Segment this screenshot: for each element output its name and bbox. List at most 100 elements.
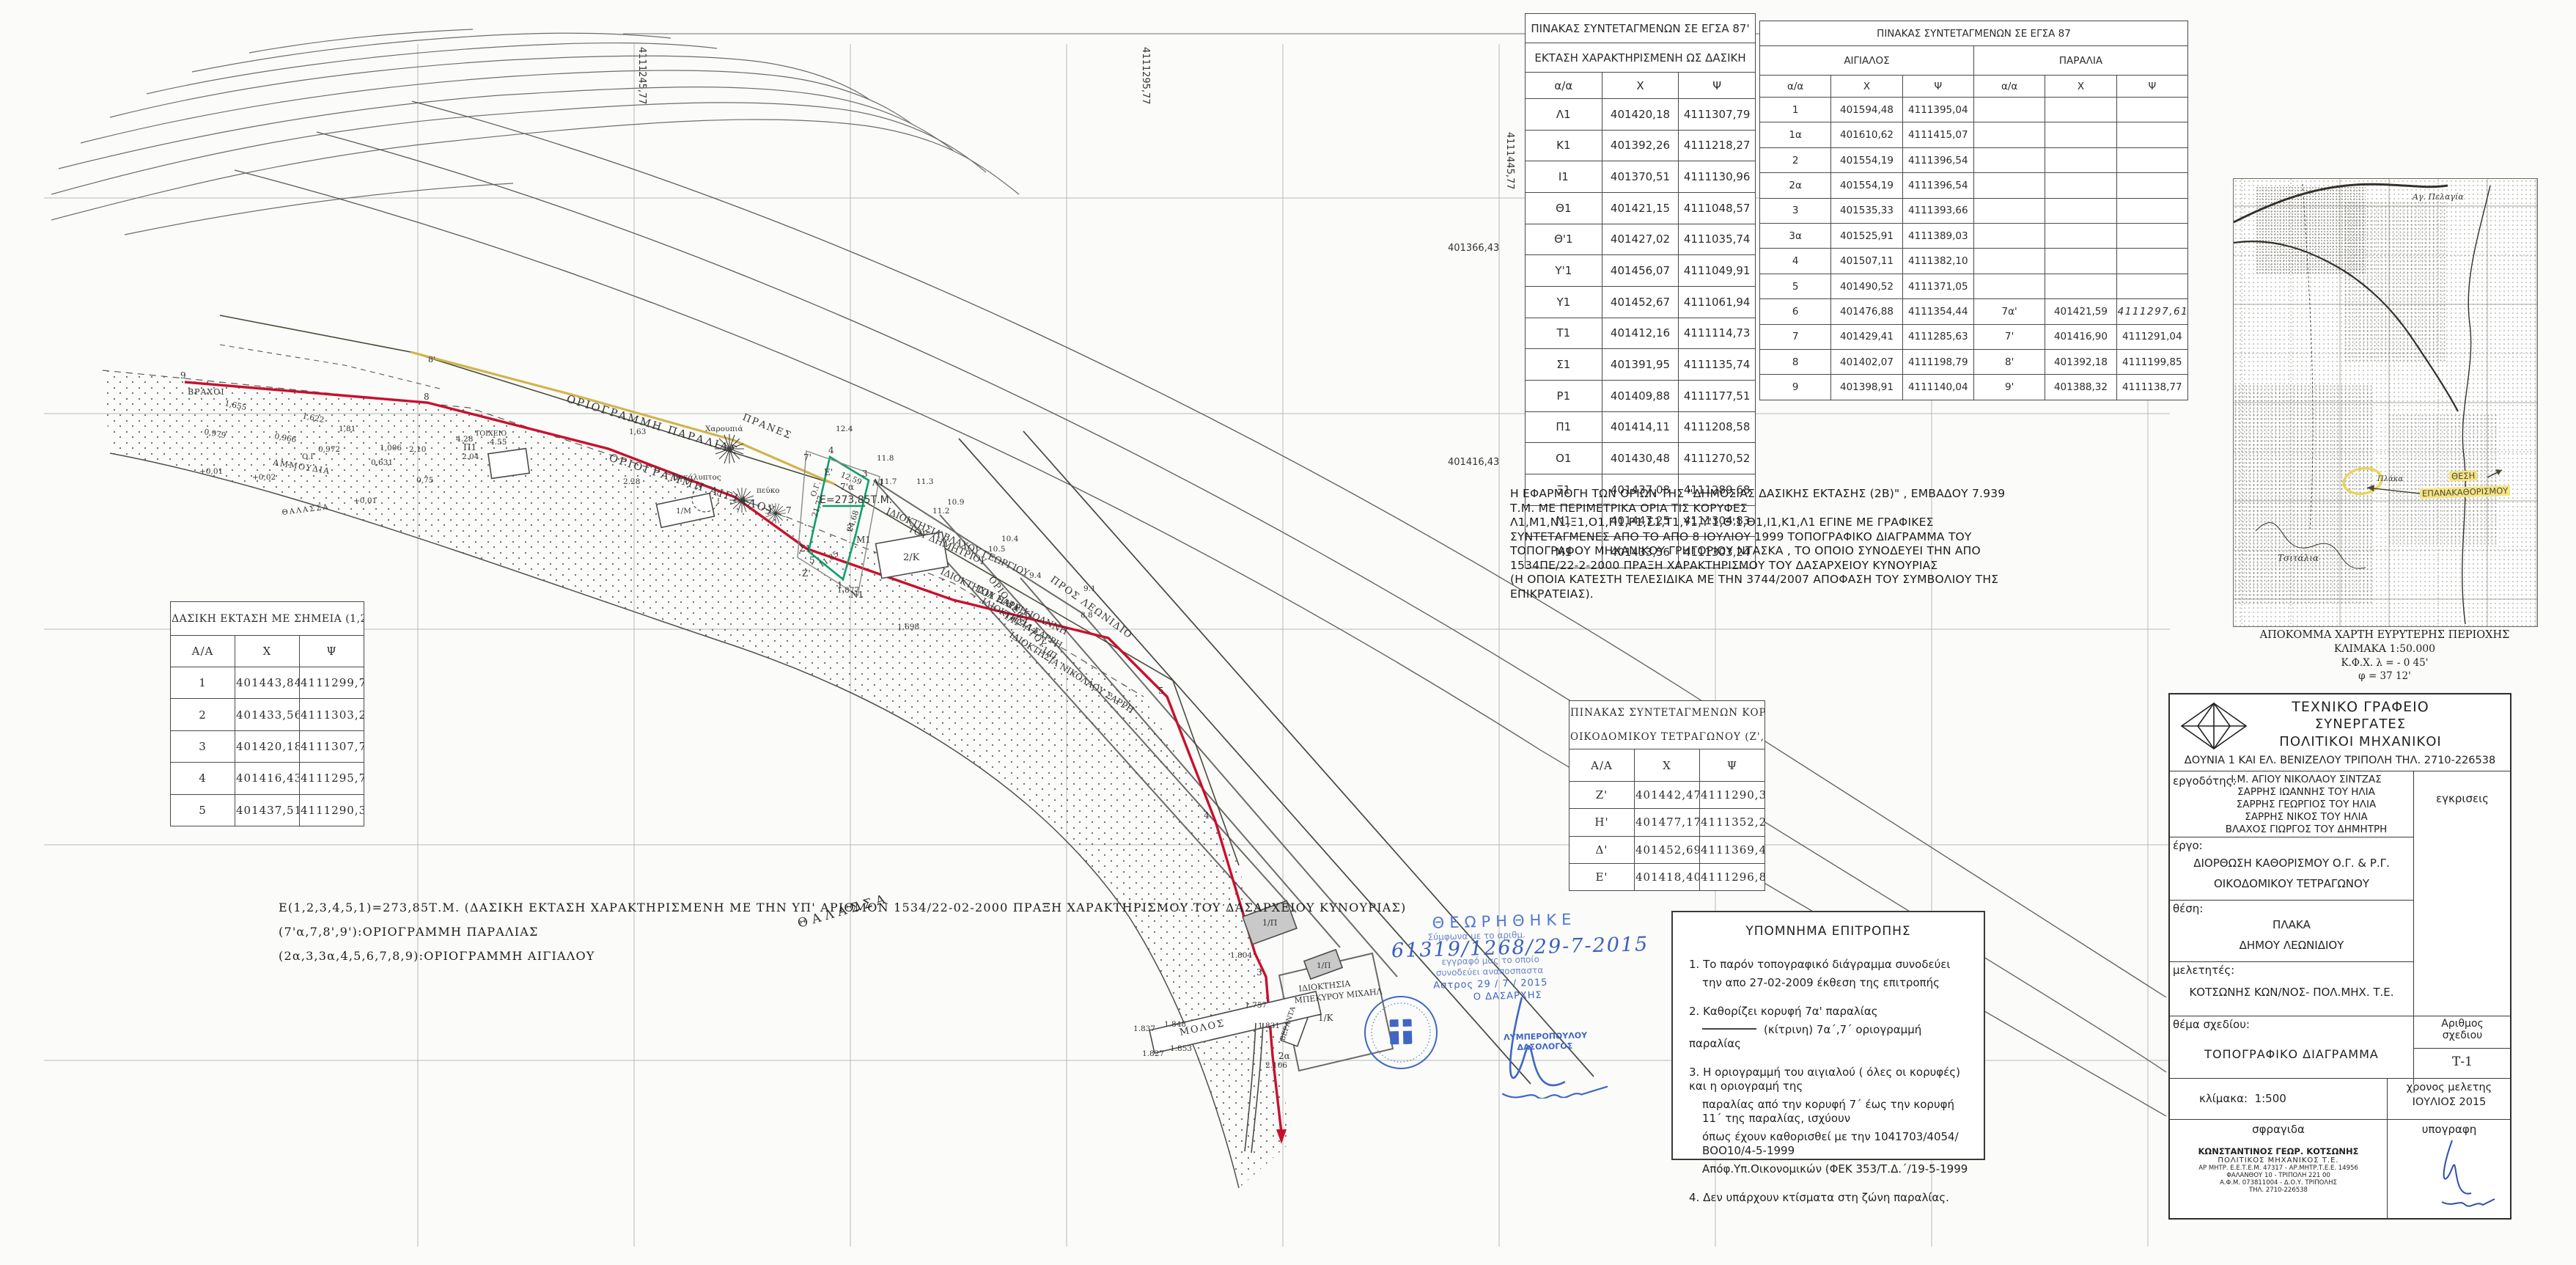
cell: 401452,69 — [1634, 835, 1700, 864]
cell: 4111049,91 — [1678, 254, 1756, 287]
wall-label: ΤΟΙΧΕΙΟ — [475, 430, 507, 438]
spot-163: 1,63 — [629, 428, 646, 436]
legend-aigialos-line: (2α,3,3α,4,5,6,7,8,9):ΟΡΙΟΓΡΑΜΜΗ ΑΙΓΙΑΛΟ… — [279, 949, 595, 963]
cell: 401610,62 — [1830, 122, 1903, 148]
aigialos-red-line — [184, 381, 1283, 1134]
cell: 401430,48 — [1601, 442, 1679, 474]
vertex-green-4: 4 — [828, 445, 834, 455]
location-line2: ΔΗΜΟΥ ΛΕΩΝΙΔΙΟΥ — [2239, 939, 2344, 952]
stamp-label: σφραγιδα — [2252, 1123, 2305, 1136]
map-texture-patch — [2388, 414, 2498, 546]
note-line: Λ1,Μ1,Ν1,Ξ1,Ο1,Π1,Ρ1,Σ1,Τ1,Υ1,Υ'1,Θ'1,Θ1… — [1510, 516, 1934, 529]
vertex-green-5: 5 — [809, 555, 815, 565]
cell: 401535,33 — [1830, 197, 1903, 224]
cell — [2116, 197, 2189, 224]
location-cell: θέση: ΠΛΑΚΑ ΔΗΜΟΥ ΛΕΩΝΙΔΙΟΥ — [2170, 900, 2413, 962]
cell: 4111140,04 — [1902, 374, 1974, 400]
cell — [2045, 172, 2117, 199]
spot-0972: 0,972 — [318, 445, 340, 454]
cell: 401594,48 — [1830, 96, 1903, 123]
study-time-value: ΙΟΥΛΙΟΣ 2015 — [2412, 1096, 2487, 1108]
spot-181: 1,81 — [339, 425, 356, 433]
cell: 8' — [1973, 349, 2046, 375]
cell — [2045, 223, 2117, 249]
cell: 2 — [170, 698, 235, 731]
building-line-label-2: Ο.Γ — [302, 453, 315, 461]
cell: 4111295,77 — [299, 762, 364, 795]
committee-item: παραλίας από την κορυφή 7΄ έως την κορυφ… — [1702, 1098, 1955, 1125]
sheet-number-value: Τ-1 — [2413, 1048, 2511, 1085]
cell: 4 — [1759, 248, 1832, 274]
cell: Τ1 — [1525, 317, 1602, 350]
cell: 4111289,68 — [1678, 473, 1756, 506]
cell: 4111307,79 — [1678, 98, 1756, 131]
cell — [2116, 223, 2189, 249]
yellow-line-symbol — [1702, 1028, 1756, 1030]
cell: 401437,08 — [1601, 473, 1679, 506]
committee-item: 2. Καθορίζει κορυφή 7α' παραλίας — [1689, 1005, 1878, 1018]
grid-label-north-1: 4111245,77 — [636, 47, 647, 105]
forest-area-value: Ε=273,85Τ.Μ. — [820, 494, 892, 506]
spot-075: 0,75 — [416, 476, 433, 485]
cell: 401388,32 — [2045, 374, 2117, 400]
tree-eucalyptus-label: Ευκάλυπτος — [673, 473, 721, 482]
note-line: Τ.Μ. ΜΕ ΠΕΡΙΜΕΤΡΙΚΑ ΟΡΙΑ ΤΙΣ ΚΟΡΥΦΕΣ — [1510, 501, 1748, 515]
col: Ψ — [1902, 75, 1974, 98]
note-line: ΕΠΙΚΡΑΤΕΙΑΣ). — [1510, 587, 1594, 601]
cell: 401402,07 — [1830, 349, 1903, 375]
building-1p2-label: 1/Π — [1317, 961, 1331, 970]
designer-label: μελετητές: — [2173, 964, 2235, 977]
cell: 4111395,04 — [1902, 96, 1974, 123]
table2-title: ΠΙΝΑΚΑΣ ΣΥΝΤΕΤΑΓΜΕΝΩΝ ΣΕ ΕΓΣΑ 87 — [1759, 21, 2188, 46]
building-2k-label: 2/Κ — [903, 552, 920, 563]
cell — [2116, 96, 2189, 123]
col: Ψ — [299, 635, 364, 667]
committee-item: 1. Το παρόν τοπογραφικό διάγραμμα συνοδε… — [1689, 958, 1951, 971]
cell: 5 — [170, 793, 235, 827]
cell — [1973, 147, 2046, 174]
spot-9-4: 9.4 — [1029, 571, 1042, 580]
cell: Η' — [1569, 808, 1635, 837]
caption-line: φ = 37 12' — [2358, 670, 2411, 682]
cell: 4111198,79 — [1902, 349, 1974, 375]
cell: 7' — [1973, 323, 2046, 351]
cell: Υ'1 — [1525, 254, 1602, 287]
employer-name: ΣΑΡΡΗΣ ΝΙΚΟΣ ΤΟΥ ΗΛΙΑ — [2245, 811, 2368, 823]
vertex-8p: 8' — [428, 355, 435, 364]
beach-stipple-area — [103, 370, 1289, 1188]
subject-cell: θέμα σχεδίου: ΤΟΠΟΓΡΑΦΙΚΟ ΔΙΑΓΡΑΜΜΑ — [2170, 1016, 2413, 1079]
cell: 6 — [1759, 298, 1832, 325]
committee-item: 3. Η οριογραμμή του αιγιαλού ( όλες οι κ… — [1689, 1066, 1960, 1093]
table1-title: ΠΙΝΑΚΑΣ ΣΥΝΤΕΤΑΓΜΕΝΩΝ ΣΕ ΕΓΣΑ 87' — [1525, 13, 1756, 43]
waterline — [109, 452, 1240, 1189]
committee-item: όπως έχουν καθορισθεί με την 1041703/405… — [1702, 1130, 1959, 1157]
inset-caption: ΑΠΟΚΟΜΜΑ ΧΑΡΤΗ ΕΥΡΥΤΕΡΗΣ ΠΕΡΙΟΧΗΣ ΚΛΙΜΑΚ… — [2233, 629, 2536, 682]
cell — [1973, 273, 2046, 300]
spot-12-4: 12.4 — [836, 425, 853, 433]
location-label: θέση: — [2173, 902, 2204, 915]
col: Ψ — [2116, 75, 2189, 98]
office-logo-icon — [2180, 702, 2248, 750]
spot-001a: +0,01 — [199, 467, 223, 476]
cell: 4111290,32 — [299, 793, 364, 827]
cell: 4111415,07 — [1902, 122, 1974, 148]
spot-204: 2.04 — [462, 452, 479, 461]
grid-label-north-2: 4111295,77 — [1140, 47, 1151, 105]
cell — [2116, 273, 2189, 300]
cell: 4111371,05 — [1902, 273, 1974, 300]
cell: 401476,88 — [1830, 298, 1903, 325]
cell: 4111130,96 — [1678, 161, 1756, 193]
slope-label: ΠΡΑΝΕΣ — [741, 412, 794, 442]
table4-title1: ΠΙΝΑΚΑΣ ΣΥΝΤΕΤΑΓΜΕΝΩΝ ΚΟΡΥΦΩΝ — [1569, 700, 1765, 725]
committee-title: ΥΠΟΜΝΗΜΑ ΕΠΙΤΡΟΠΗΣ — [1745, 924, 1911, 939]
cell: 4111303,24 — [299, 698, 364, 731]
scale-label: κλίμακα: — [2199, 1092, 2248, 1105]
cell: 401398,91 — [1830, 374, 1903, 400]
vertex-7p: 7' — [803, 452, 812, 463]
cell: 401437,51 — [235, 793, 300, 827]
spot-11-7: 11.7 — [880, 477, 897, 486]
cell: 4111135,74 — [1678, 348, 1756, 381]
office-line3: ΠΟΛΙΤΙΚΟΙ ΜΗΧΑΝΙΚΟΙ — [2279, 734, 2442, 749]
stamp-cell: σφραγιδα ΚΩΝΣΤΑΝΤΙΝΟΣ ΓΕΩΡ. ΚΟΤΣΩΝΗΣ ΠΟΛ… — [2170, 1119, 2387, 1219]
subject-value: ΤΟΠΟΓΡΑΦΙΚΟ ΔΙΑΓΡΑΜΜΑ — [2204, 1047, 2379, 1061]
